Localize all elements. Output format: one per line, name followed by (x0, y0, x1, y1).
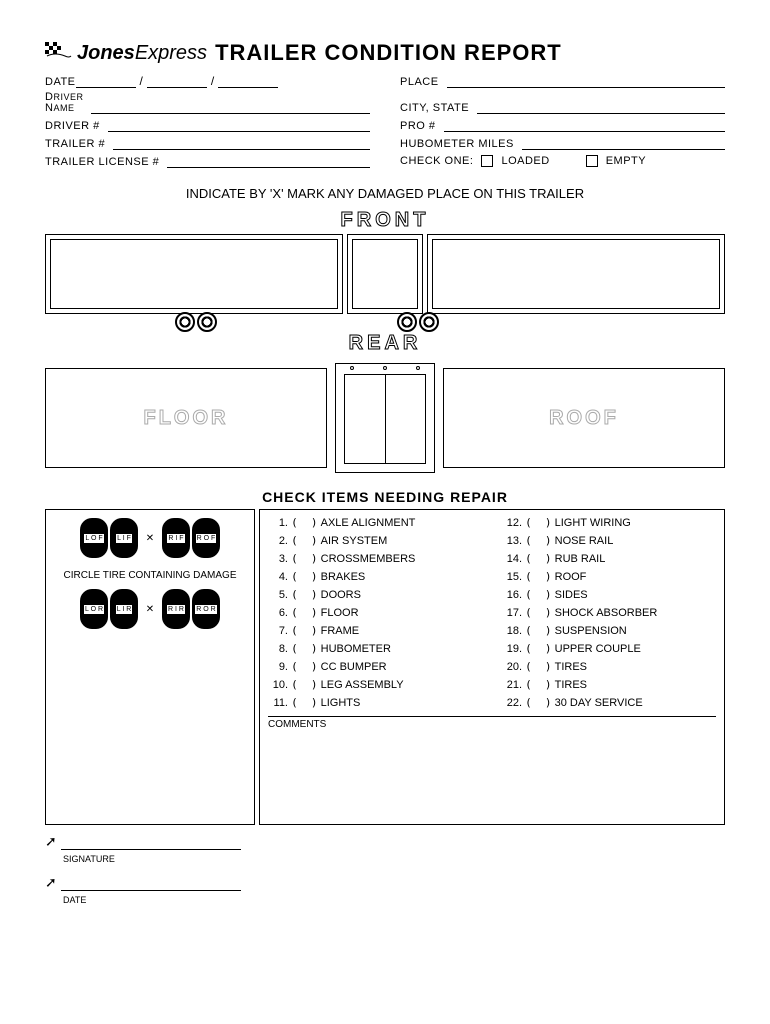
wheel-icon (419, 312, 439, 332)
signature-label: SIGNATURE (63, 854, 725, 864)
form-row-1: DATE / / PLACE (45, 74, 725, 88)
trailer-top-diagram (45, 234, 725, 314)
roof-panel[interactable]: ROOF (443, 368, 725, 468)
logo-text: JonesExpress (77, 42, 207, 65)
place-input[interactable] (447, 74, 725, 88)
repair-item[interactable]: 12. ( ) LIGHT WIRING (502, 514, 716, 532)
city-state-label: CITY, STATE (400, 102, 469, 114)
check-one-label: CHECK ONE: (400, 155, 473, 167)
repair-section: L O F L I F ✕ R I F R O F CIRCLE TIRE CO… (45, 509, 725, 825)
logo: JonesExpress (45, 42, 207, 65)
driver-num-input[interactable] (108, 118, 370, 132)
tire-rir[interactable]: R I R (162, 589, 190, 629)
loaded-checkbox[interactable] (481, 155, 493, 167)
trailer-front-panel[interactable] (347, 234, 423, 314)
floor-panel[interactable]: FLOOR (45, 368, 327, 468)
repair-item[interactable]: 8. ( ) HUBOMETER (268, 640, 482, 658)
flag-icon (45, 42, 73, 64)
tire-lif[interactable]: L I F (110, 518, 138, 558)
header: JonesExpress TRAILER CONDITION REPORT (45, 40, 725, 66)
sig-date-label: DATE (63, 895, 725, 905)
city-state-input[interactable] (477, 100, 725, 114)
repair-title: CHECK ITEMS NEEDING REPAIR (45, 489, 725, 505)
repair-item[interactable]: 6. ( ) FLOOR (268, 604, 482, 622)
repair-item[interactable]: 13. ( ) NOSE RAIL (502, 532, 716, 550)
trailer-license-input[interactable] (167, 154, 370, 168)
place-label: PLACE (400, 76, 439, 88)
wheels-row (175, 312, 725, 332)
repair-item[interactable]: 11. ( ) LIGHTS (268, 694, 482, 712)
repair-item[interactable]: 10. ( ) LEG ASSEMBLY (268, 676, 482, 694)
repair-item[interactable]: 15. ( ) ROOF (502, 568, 716, 586)
rear-door-panel[interactable] (335, 363, 435, 473)
hubometer-input[interactable] (522, 136, 725, 150)
repair-item[interactable]: 22. ( ) 30 DAY SERVICE (502, 694, 716, 712)
page-title: TRAILER CONDITION REPORT (215, 40, 562, 66)
pro-num-input[interactable] (444, 118, 725, 132)
empty-checkbox[interactable] (586, 155, 598, 167)
tire-ror[interactable]: R O R (192, 589, 220, 629)
wheel-icon (397, 312, 417, 332)
repair-item[interactable]: 18. ( ) SUSPENSION (502, 622, 716, 640)
items-col-left: 1. ( ) AXLE ALIGNMENT2. ( ) AIR SYSTEM3.… (268, 514, 482, 712)
repair-item[interactable]: 19. ( ) UPPER COUPLE (502, 640, 716, 658)
date-label: DATE (45, 76, 76, 88)
tire-diagram-box: L O F L I F ✕ R I F R O F CIRCLE TIRE CO… (45, 509, 255, 825)
form-row-3: DRIVER # PRO # (45, 118, 725, 132)
repair-item[interactable]: 20. ( ) TIRES (502, 658, 716, 676)
wheel-icon (197, 312, 217, 332)
signature-input[interactable] (61, 834, 241, 850)
front-title: FRONT (45, 209, 725, 232)
pro-num-label: PRO # (400, 120, 436, 132)
trailer-num-input[interactable] (113, 136, 370, 150)
repair-item[interactable]: 7. ( ) FRAME (268, 622, 482, 640)
tire-row-rear: L O R L I R ✕ R I R R O R (80, 589, 220, 629)
form-row-5: TRAILER LICENSE # CHECK ONE: LOADED EMPT… (45, 154, 725, 168)
repair-item[interactable]: 14. ( ) RUB RAIL (502, 550, 716, 568)
hubometer-label: HUBOMETER MILES (400, 138, 514, 150)
items-col-right: 12. ( ) LIGHT WIRING13. ( ) NOSE RAIL14.… (502, 514, 716, 712)
form-row-4: TRAILER # HUBOMETER MILES (45, 136, 725, 150)
sig-date-input[interactable] (61, 875, 241, 891)
loaded-label: LOADED (501, 155, 549, 167)
driver-name-input[interactable] (91, 100, 370, 114)
rear-diagram: FLOOR ROOF (45, 363, 725, 473)
rear-title: REAR (45, 332, 725, 355)
tire-row-front: L O F L I F ✕ R I F R O F (80, 518, 220, 558)
date-year-input[interactable] (218, 74, 278, 88)
arrow-icon: ➚ (45, 874, 57, 891)
empty-label: EMPTY (606, 155, 646, 167)
trailer-right-side[interactable] (427, 234, 725, 314)
trailer-license-label: TRAILER LICENSE # (45, 156, 159, 168)
trailer-num-label: TRAILER # (45, 138, 105, 150)
repair-item[interactable]: 3. ( ) CROSSMEMBERS (268, 550, 482, 568)
repair-item[interactable]: 5. ( ) DOORS (268, 586, 482, 604)
tire-lir[interactable]: L I R (110, 589, 138, 629)
wheel-icon (175, 312, 195, 332)
repair-item[interactable]: 17. ( ) SHOCK ABSORBER (502, 604, 716, 622)
items-box: 1. ( ) AXLE ALIGNMENT2. ( ) AIR SYSTEM3.… (259, 509, 725, 825)
trailer-left-side[interactable] (45, 234, 343, 314)
date-day-input[interactable] (147, 74, 207, 88)
arrow-icon: ➚ (45, 833, 57, 850)
driver-num-label: DRIVER # (45, 120, 100, 132)
signature-section: ➚ SIGNATURE ➚ DATE (45, 833, 725, 905)
repair-item[interactable]: 1. ( ) AXLE ALIGNMENT (268, 514, 482, 532)
repair-item[interactable]: 2. ( ) AIR SYSTEM (268, 532, 482, 550)
tire-lof[interactable]: L O F (80, 518, 108, 558)
repair-item[interactable]: 16. ( ) SIDES (502, 586, 716, 604)
comments-label: COMMENTS (268, 716, 716, 730)
tire-lor[interactable]: L O R (80, 589, 108, 629)
date-month-input[interactable] (76, 74, 136, 88)
comments-input[interactable] (268, 730, 716, 820)
tire-rif[interactable]: R I F (162, 518, 190, 558)
repair-item[interactable]: 4. ( ) BRAKES (268, 568, 482, 586)
driver-name-label: DRIVERNAME (45, 92, 83, 114)
repair-item[interactable]: 9. ( ) CC BUMPER (268, 658, 482, 676)
repair-item[interactable]: 21. ( ) TIRES (502, 676, 716, 694)
tire-caption: CIRCLE TIRE CONTAINING DAMAGE (64, 570, 237, 581)
instruction-text: INDICATE BY 'X' MARK ANY DAMAGED PLACE O… (45, 186, 725, 201)
tire-rof[interactable]: R O F (192, 518, 220, 558)
form-row-2: DRIVERNAME CITY, STATE (45, 92, 725, 114)
